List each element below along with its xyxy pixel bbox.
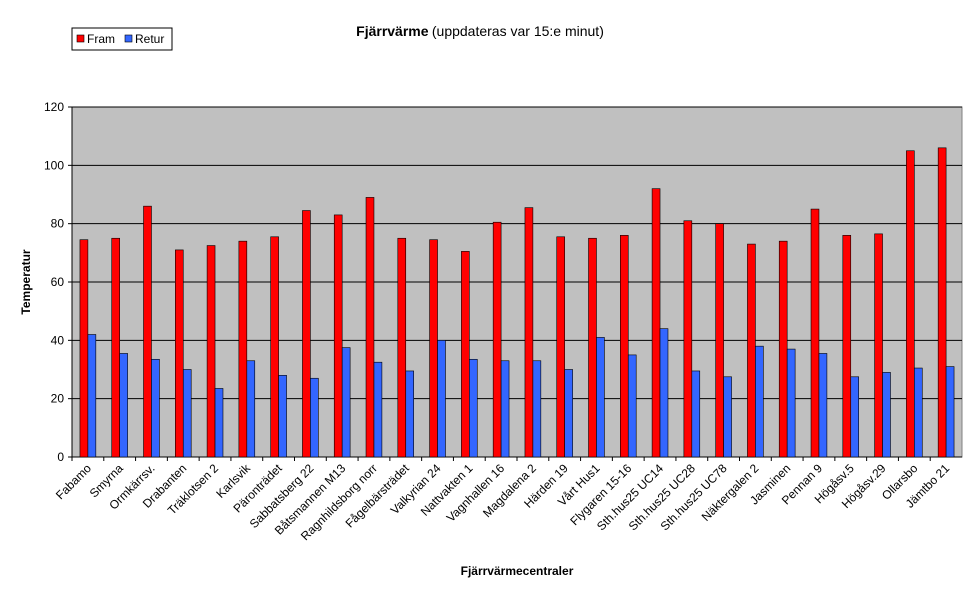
y-tick-label: 40 — [51, 333, 65, 347]
bar — [691, 370, 701, 458]
y-tick-label: 80 — [51, 217, 65, 231]
bar — [810, 208, 820, 458]
bar — [469, 358, 478, 458]
bar — [500, 360, 510, 458]
bar — [79, 239, 89, 458]
legend-swatch — [124, 34, 133, 43]
bar — [87, 334, 97, 458]
bar — [373, 361, 383, 458]
bar — [588, 237, 597, 458]
bar — [778, 240, 788, 458]
bar — [397, 237, 407, 458]
bar — [175, 249, 184, 458]
bar — [429, 239, 438, 458]
bar — [683, 220, 693, 458]
bar — [747, 243, 756, 458]
bar — [627, 354, 637, 458]
bar — [119, 353, 128, 458]
bar — [532, 360, 542, 458]
bar — [937, 147, 947, 458]
bar — [214, 388, 224, 458]
bar — [302, 210, 311, 458]
bar — [206, 245, 216, 458]
bar — [270, 236, 279, 458]
y-tick-label: 20 — [51, 392, 65, 406]
bar — [111, 237, 120, 458]
y-tick-label: 120 — [44, 100, 64, 114]
bar — [238, 240, 248, 458]
y-tick-label: 100 — [44, 158, 64, 172]
bar — [906, 150, 915, 458]
y-tick-label: 60 — [51, 275, 65, 289]
bar — [564, 369, 573, 458]
bar — [945, 366, 955, 458]
bar — [310, 377, 319, 458]
bar — [596, 337, 605, 458]
legend-label: Retur — [135, 32, 164, 46]
legend-box — [71, 27, 173, 51]
bar — [723, 376, 732, 458]
bar — [556, 236, 565, 458]
bar — [524, 207, 534, 458]
bar — [143, 205, 152, 458]
bar — [151, 358, 160, 458]
bar — [341, 347, 351, 458]
chart-title-group: Fjärrvärme (uppdateras var 15:e minut) — [356, 23, 604, 39]
y-axis-label: Temperatur — [19, 249, 33, 314]
chart-title: Fjärrvärme — [356, 23, 429, 39]
bar — [246, 360, 256, 458]
bar — [620, 235, 629, 458]
bar — [818, 353, 828, 458]
bar — [715, 223, 724, 458]
x-tick-label: Fabamo — [53, 461, 94, 502]
y-tick-label: 0 — [57, 450, 64, 464]
bar — [914, 367, 923, 458]
bar — [755, 345, 764, 458]
bar — [786, 348, 796, 458]
bar — [278, 375, 287, 458]
bar — [842, 235, 852, 458]
chart-subtitle: (uppdateras var 15:e minut) — [432, 23, 604, 39]
legend-label: Fram — [87, 32, 115, 46]
bar — [492, 221, 502, 458]
bar — [333, 214, 343, 458]
legend-swatch — [76, 34, 85, 43]
bar — [437, 340, 446, 458]
bar — [365, 197, 375, 458]
x-axis-label: Fjärrvärmecentraler — [461, 564, 574, 578]
bar — [461, 251, 470, 458]
bar — [874, 233, 883, 458]
bar — [405, 370, 414, 458]
bar — [850, 376, 859, 458]
bar — [882, 372, 891, 458]
bar — [659, 328, 669, 458]
bar — [651, 188, 661, 458]
bar — [182, 369, 192, 458]
